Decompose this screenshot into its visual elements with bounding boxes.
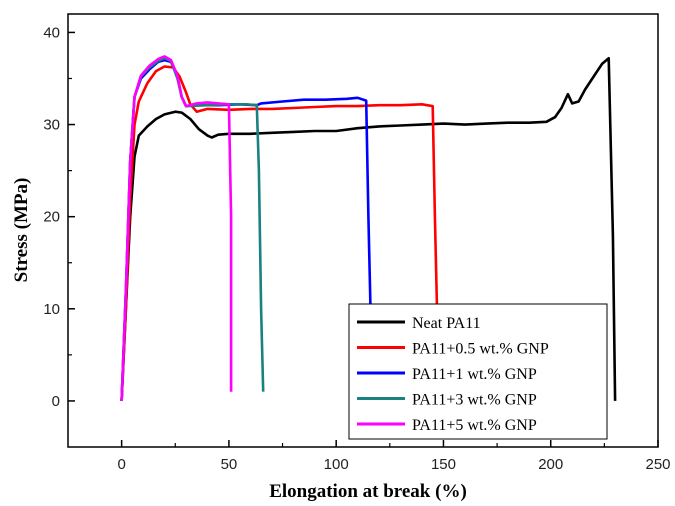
x-axis-title: Elongation at break (%): [269, 481, 467, 502]
x-axis-ticks: 0 50 100 150 200 250: [117, 440, 671, 473]
legend-label: PA11+1 wt.% GNP: [412, 366, 537, 383]
x-tick-label: 150: [431, 456, 456, 473]
y-tick-label: 10: [43, 301, 60, 318]
x-tick-label: 100: [324, 456, 349, 473]
legend-label: PA11+3 wt.% GNP: [412, 392, 537, 409]
series-layer: [120, 55, 617, 401]
series-line-5: [120, 55, 233, 401]
series-line-3: [120, 58, 372, 401]
y-axis-title: Stress (MPa): [11, 178, 32, 283]
series-line-2: [120, 65, 439, 401]
x-tick-label: 200: [538, 456, 563, 473]
legend-label: PA11+0.5 wt.% GNP: [412, 341, 549, 358]
y-tick-label: 40: [43, 24, 60, 41]
legend-label: Neat PA11: [412, 315, 481, 332]
legend-label: PA11+5 wt.% GNP: [412, 417, 537, 434]
y-tick-label: 30: [43, 117, 60, 134]
y-axis-ticks: 0 10 20 30 40: [43, 24, 75, 410]
legend: Neat PA11 PA11+0.5 wt.% GNP PA11+1 wt.% GN…: [348, 303, 608, 440]
x-tick-label: 0: [117, 456, 125, 473]
y-tick-label: 20: [43, 209, 60, 226]
series-line-1: [120, 56, 617, 401]
x-tick-label: 250: [645, 456, 670, 473]
x-tick-label: 50: [221, 456, 238, 473]
plot-frame: [67, 13, 659, 448]
y-tick-label: 0: [52, 393, 60, 410]
